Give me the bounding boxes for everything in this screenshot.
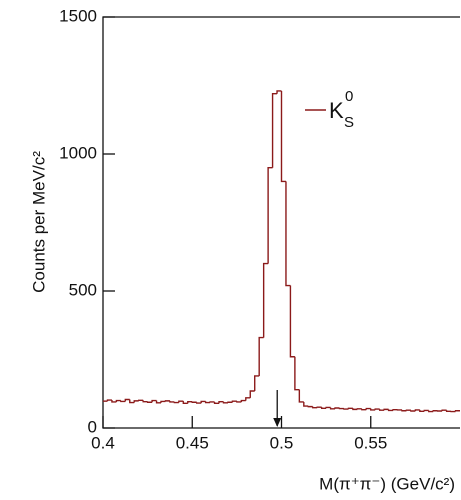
histogram-step: [320, 407, 327, 409]
y-axis-label: Counts per MeV/c²: [29, 151, 48, 293]
histogram-step: [254, 375, 260, 392]
histogram-step: [169, 400, 175, 403]
histogram-step: [267, 167, 273, 264]
histogram-step: [155, 400, 162, 404]
legend-label: K: [329, 98, 344, 123]
x-tick-label: 0.55: [354, 433, 387, 452]
histogram-step: [387, 409, 394, 412]
y-tick-label: 0: [88, 417, 97, 436]
histogram-step: [392, 408, 398, 411]
x-axis-label: M(π⁺π⁻) (GeV/c²): [319, 474, 455, 493]
axis-frame: [102, 16, 460, 429]
histogram-step: [343, 408, 349, 410]
histogram-step: [303, 401, 309, 407]
arrow-head: [273, 418, 282, 427]
histogram-step: [307, 405, 313, 408]
histogram-step: [401, 409, 407, 412]
histogram-step: [138, 399, 144, 402]
histogram-step: [356, 408, 362, 410]
histogram-step: [347, 407, 353, 410]
histogram-step: [280, 90, 286, 183]
histogram-step: [329, 407, 336, 410]
histogram-step: [196, 402, 202, 404]
histogram-step: [111, 400, 117, 403]
histogram-step: [441, 409, 447, 412]
histogram-step: [160, 400, 166, 403]
histogram-step: [231, 400, 237, 403]
histogram-step: [365, 407, 371, 410]
histogram-step: [213, 401, 220, 405]
histogram-step: [200, 400, 206, 404]
histogram-step: [182, 401, 188, 405]
histogram-step: [227, 401, 233, 403]
histogram-step: [419, 409, 425, 412]
histogram-step: [236, 401, 242, 403]
histogram-step: [374, 408, 380, 410]
histogram-step: [338, 407, 344, 410]
histogram-step: [352, 408, 358, 411]
histogram-step: [361, 408, 367, 411]
histogram-step: [294, 356, 300, 391]
histogram-step: [178, 400, 184, 403]
histogram-step: [271, 93, 278, 168]
histogram-step: [120, 400, 126, 403]
histogram-step: [334, 407, 340, 409]
x-tick-label: 0.45: [176, 433, 209, 452]
histogram-step: [133, 400, 139, 403]
histogram-step: [204, 401, 211, 404]
x-tick-label: 0.5: [270, 433, 294, 452]
histogram-step: [423, 409, 429, 412]
histogram-step: [414, 409, 420, 412]
histogram-step: [454, 410, 460, 412]
legend-label-sup: 0: [345, 88, 353, 105]
histogram-step: [405, 409, 411, 411]
histogram-step: [285, 181, 291, 287]
histogram-step: [151, 399, 157, 403]
legend-label-sub: S: [344, 114, 354, 131]
histogram-step: [289, 285, 295, 358]
histogram-step: [129, 399, 135, 404]
histogram-step: [106, 399, 112, 402]
histogram-step: [240, 399, 246, 402]
histogram-step: [276, 90, 282, 94]
histogram-step: [222, 401, 228, 404]
histogram-step: [298, 389, 304, 403]
histogram-step: [218, 400, 224, 404]
y-tick-label: 1500: [59, 6, 97, 25]
y-tick-label: 1000: [59, 143, 97, 162]
histogram-step: [164, 400, 170, 402]
histogram-step: [209, 401, 215, 403]
histogram-step: [378, 409, 385, 411]
histogram-step: [115, 399, 121, 402]
histogram-step: [142, 400, 148, 403]
histogram-step: [249, 390, 255, 398]
histogram-step: [124, 398, 130, 402]
histogram-step: [410, 410, 416, 412]
histogram-step: [432, 410, 438, 412]
histogram-step: [383, 408, 389, 411]
x-tick-label: 0.4: [91, 433, 115, 452]
histogram-step: [428, 410, 434, 413]
histogram-step: [370, 408, 376, 411]
histogram-step: [173, 401, 179, 404]
y-tick-label: 500: [69, 280, 97, 299]
histogram-step: [445, 410, 452, 412]
histogram-step: [316, 406, 322, 408]
histogram-step: [245, 397, 251, 401]
histogram-step: [187, 400, 193, 404]
histogram-step: [312, 406, 318, 409]
histogram-step: [146, 401, 153, 403]
histogram-step: [262, 262, 269, 338]
histogram-step: [258, 336, 264, 376]
histogram-step: [325, 406, 331, 409]
histogram-step: [191, 401, 197, 403]
